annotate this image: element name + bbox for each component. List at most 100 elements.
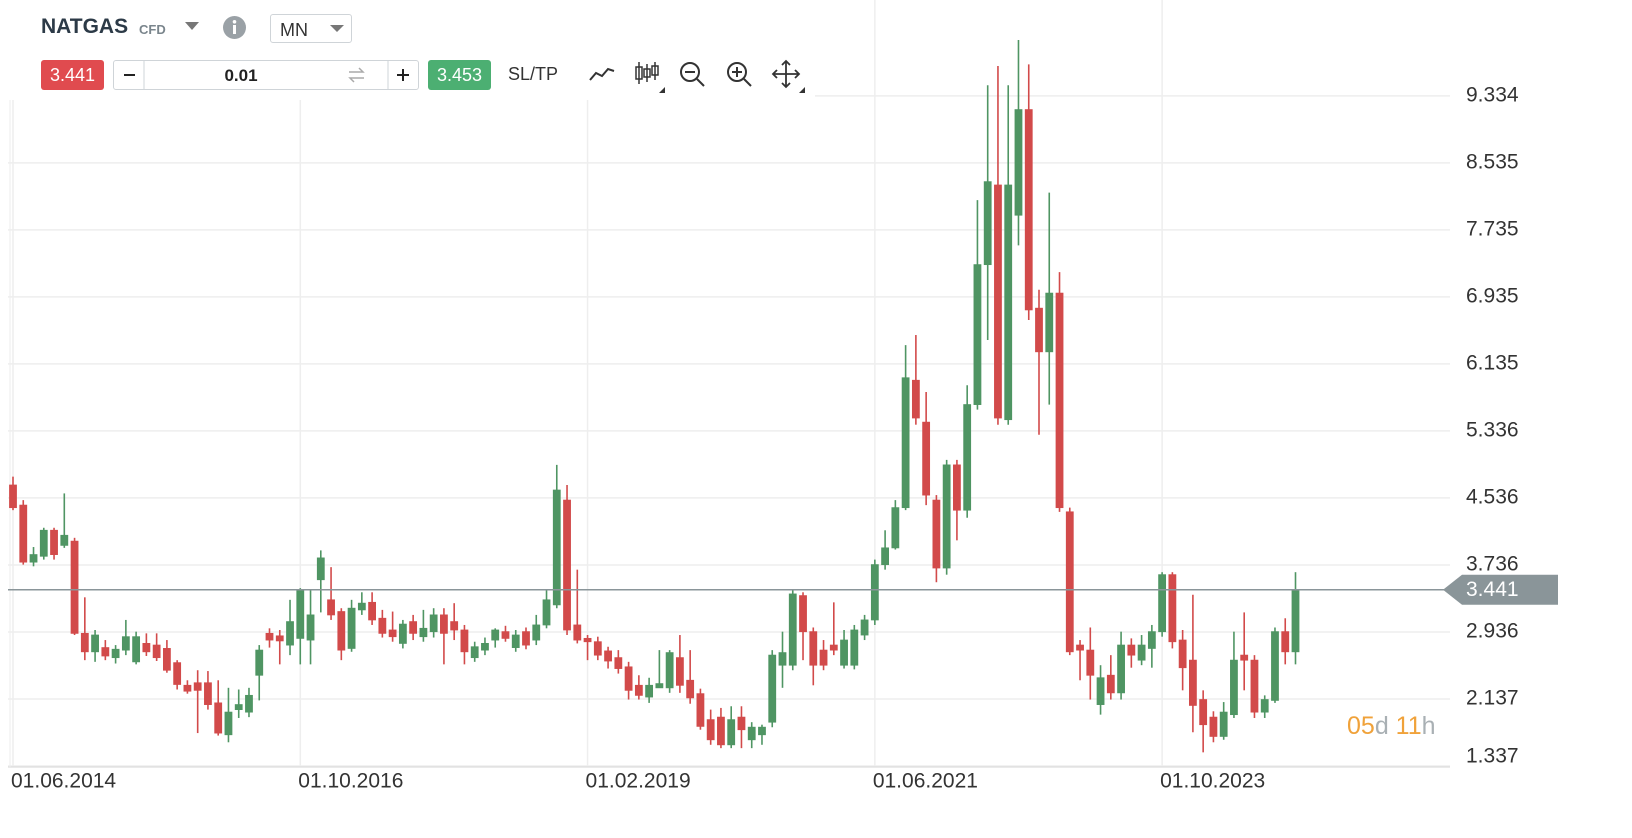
candle-countdown: 05d 11h	[1347, 712, 1436, 741]
pan-tool[interactable]	[771, 59, 801, 89]
candle-body	[665, 652, 674, 689]
swap-icon[interactable]	[348, 67, 365, 83]
candle-body	[634, 684, 643, 696]
candle-body	[1219, 711, 1228, 737]
y-tick-label: 7.735	[1466, 217, 1519, 240]
candle-body	[1117, 644, 1125, 694]
candle-body	[788, 593, 797, 666]
symbol-type: CFD	[139, 22, 166, 37]
candle-body	[1014, 109, 1023, 216]
candle-body	[265, 632, 274, 641]
y-tick-label: 6.135	[1466, 351, 1519, 374]
candle-body	[306, 614, 315, 641]
candle-body	[173, 662, 182, 685]
candle-body	[214, 702, 223, 734]
candle-body	[511, 634, 520, 648]
candle-body	[532, 624, 541, 641]
symbol-dropdown[interactable]	[184, 20, 200, 32]
candle-body	[963, 404, 972, 511]
candle-body	[717, 716, 725, 746]
info-icon[interactable]	[222, 15, 247, 40]
candle-body	[870, 564, 879, 621]
candle-body	[727, 719, 736, 746]
candle-body	[1106, 674, 1115, 694]
candle-body	[357, 602, 366, 611]
candle-body	[152, 644, 161, 659]
candle-body	[552, 489, 561, 606]
candle-body	[80, 632, 89, 653]
candle-body	[645, 684, 654, 698]
zoom-out-tool[interactable]	[680, 62, 705, 87]
y-tick-label: 5.336	[1466, 418, 1519, 441]
candle-body	[819, 649, 828, 666]
candle-body	[1158, 574, 1167, 633]
candle-body	[481, 643, 489, 651]
lot-size: 0.01	[224, 66, 258, 85]
y-tick-label: 8.535	[1466, 150, 1519, 173]
candle-body	[593, 641, 602, 656]
candle-body	[29, 554, 38, 563]
candle-body	[1250, 659, 1259, 713]
candle-body	[573, 624, 582, 641]
candle-body	[1045, 292, 1054, 353]
sltp-button[interactable]: SL/TP	[508, 64, 559, 84]
candle-body	[676, 657, 684, 686]
candle-body	[327, 599, 335, 616]
lot-controls	[124, 61, 409, 89]
candle-body	[1189, 659, 1197, 706]
y-tick-label: 2.936	[1466, 620, 1519, 643]
candle-body	[19, 504, 28, 563]
last-price-label: 3.441	[1466, 578, 1519, 601]
candle-body	[255, 649, 264, 676]
candle-body	[162, 648, 171, 671]
candle-body	[563, 499, 571, 631]
candle-chart-tool[interactable]	[635, 62, 659, 84]
y-tick-label: 4.536	[1466, 485, 1519, 508]
y-tick-label: 1.337	[1466, 745, 1519, 768]
candle-body	[881, 547, 889, 566]
candle-body	[183, 684, 192, 692]
candle-body	[1260, 699, 1269, 713]
candle-body	[296, 589, 305, 639]
sell-button[interactable]: 3.441	[41, 60, 104, 90]
timeframe-select[interactable]: MN	[270, 14, 352, 43]
candle-body	[347, 607, 356, 649]
candle-body	[624, 666, 633, 691]
candle-body	[737, 716, 746, 731]
countdown-days-unit: d	[1374, 712, 1389, 740]
candle-body	[1035, 307, 1043, 353]
candle-body	[799, 595, 807, 633]
candle-body	[614, 657, 623, 669]
candle-body	[50, 529, 58, 555]
candle-body	[973, 264, 982, 405]
candle-body	[604, 650, 612, 662]
y-tick-label: 2.137	[1466, 687, 1519, 710]
candle-body	[1209, 716, 1218, 737]
candle-body	[1147, 631, 1156, 649]
dropdown-caret	[330, 25, 344, 32]
candle-body	[419, 627, 428, 638]
candle-body	[142, 643, 151, 653]
x-tick-label: 01.10.2023	[1160, 770, 1265, 793]
candle-body	[337, 611, 346, 651]
countdown-hours: 11	[1395, 712, 1422, 740]
zoom-in-tool[interactable]	[727, 62, 752, 87]
candle-body	[1065, 511, 1074, 653]
candle-body	[398, 623, 407, 644]
candle-body	[1096, 677, 1105, 705]
y-tick-label: 6.935	[1466, 284, 1519, 307]
candle-body	[1076, 644, 1084, 651]
symbol[interactable]: NATGAS	[41, 15, 129, 38]
candle-body	[1230, 659, 1238, 716]
buy-button[interactable]: 3.453	[428, 60, 491, 90]
x-tick-label: 01.10.2016	[298, 770, 403, 793]
x-tick-label: 01.02.2019	[586, 770, 691, 793]
candle-body	[953, 464, 961, 511]
candle-body	[368, 601, 377, 621]
lot-input[interactable]: 0.01	[113, 60, 419, 90]
candle-body	[932, 499, 941, 569]
candle-body	[1240, 654, 1249, 661]
line-chart-tool[interactable]	[589, 67, 615, 81]
candle-body	[234, 704, 243, 711]
